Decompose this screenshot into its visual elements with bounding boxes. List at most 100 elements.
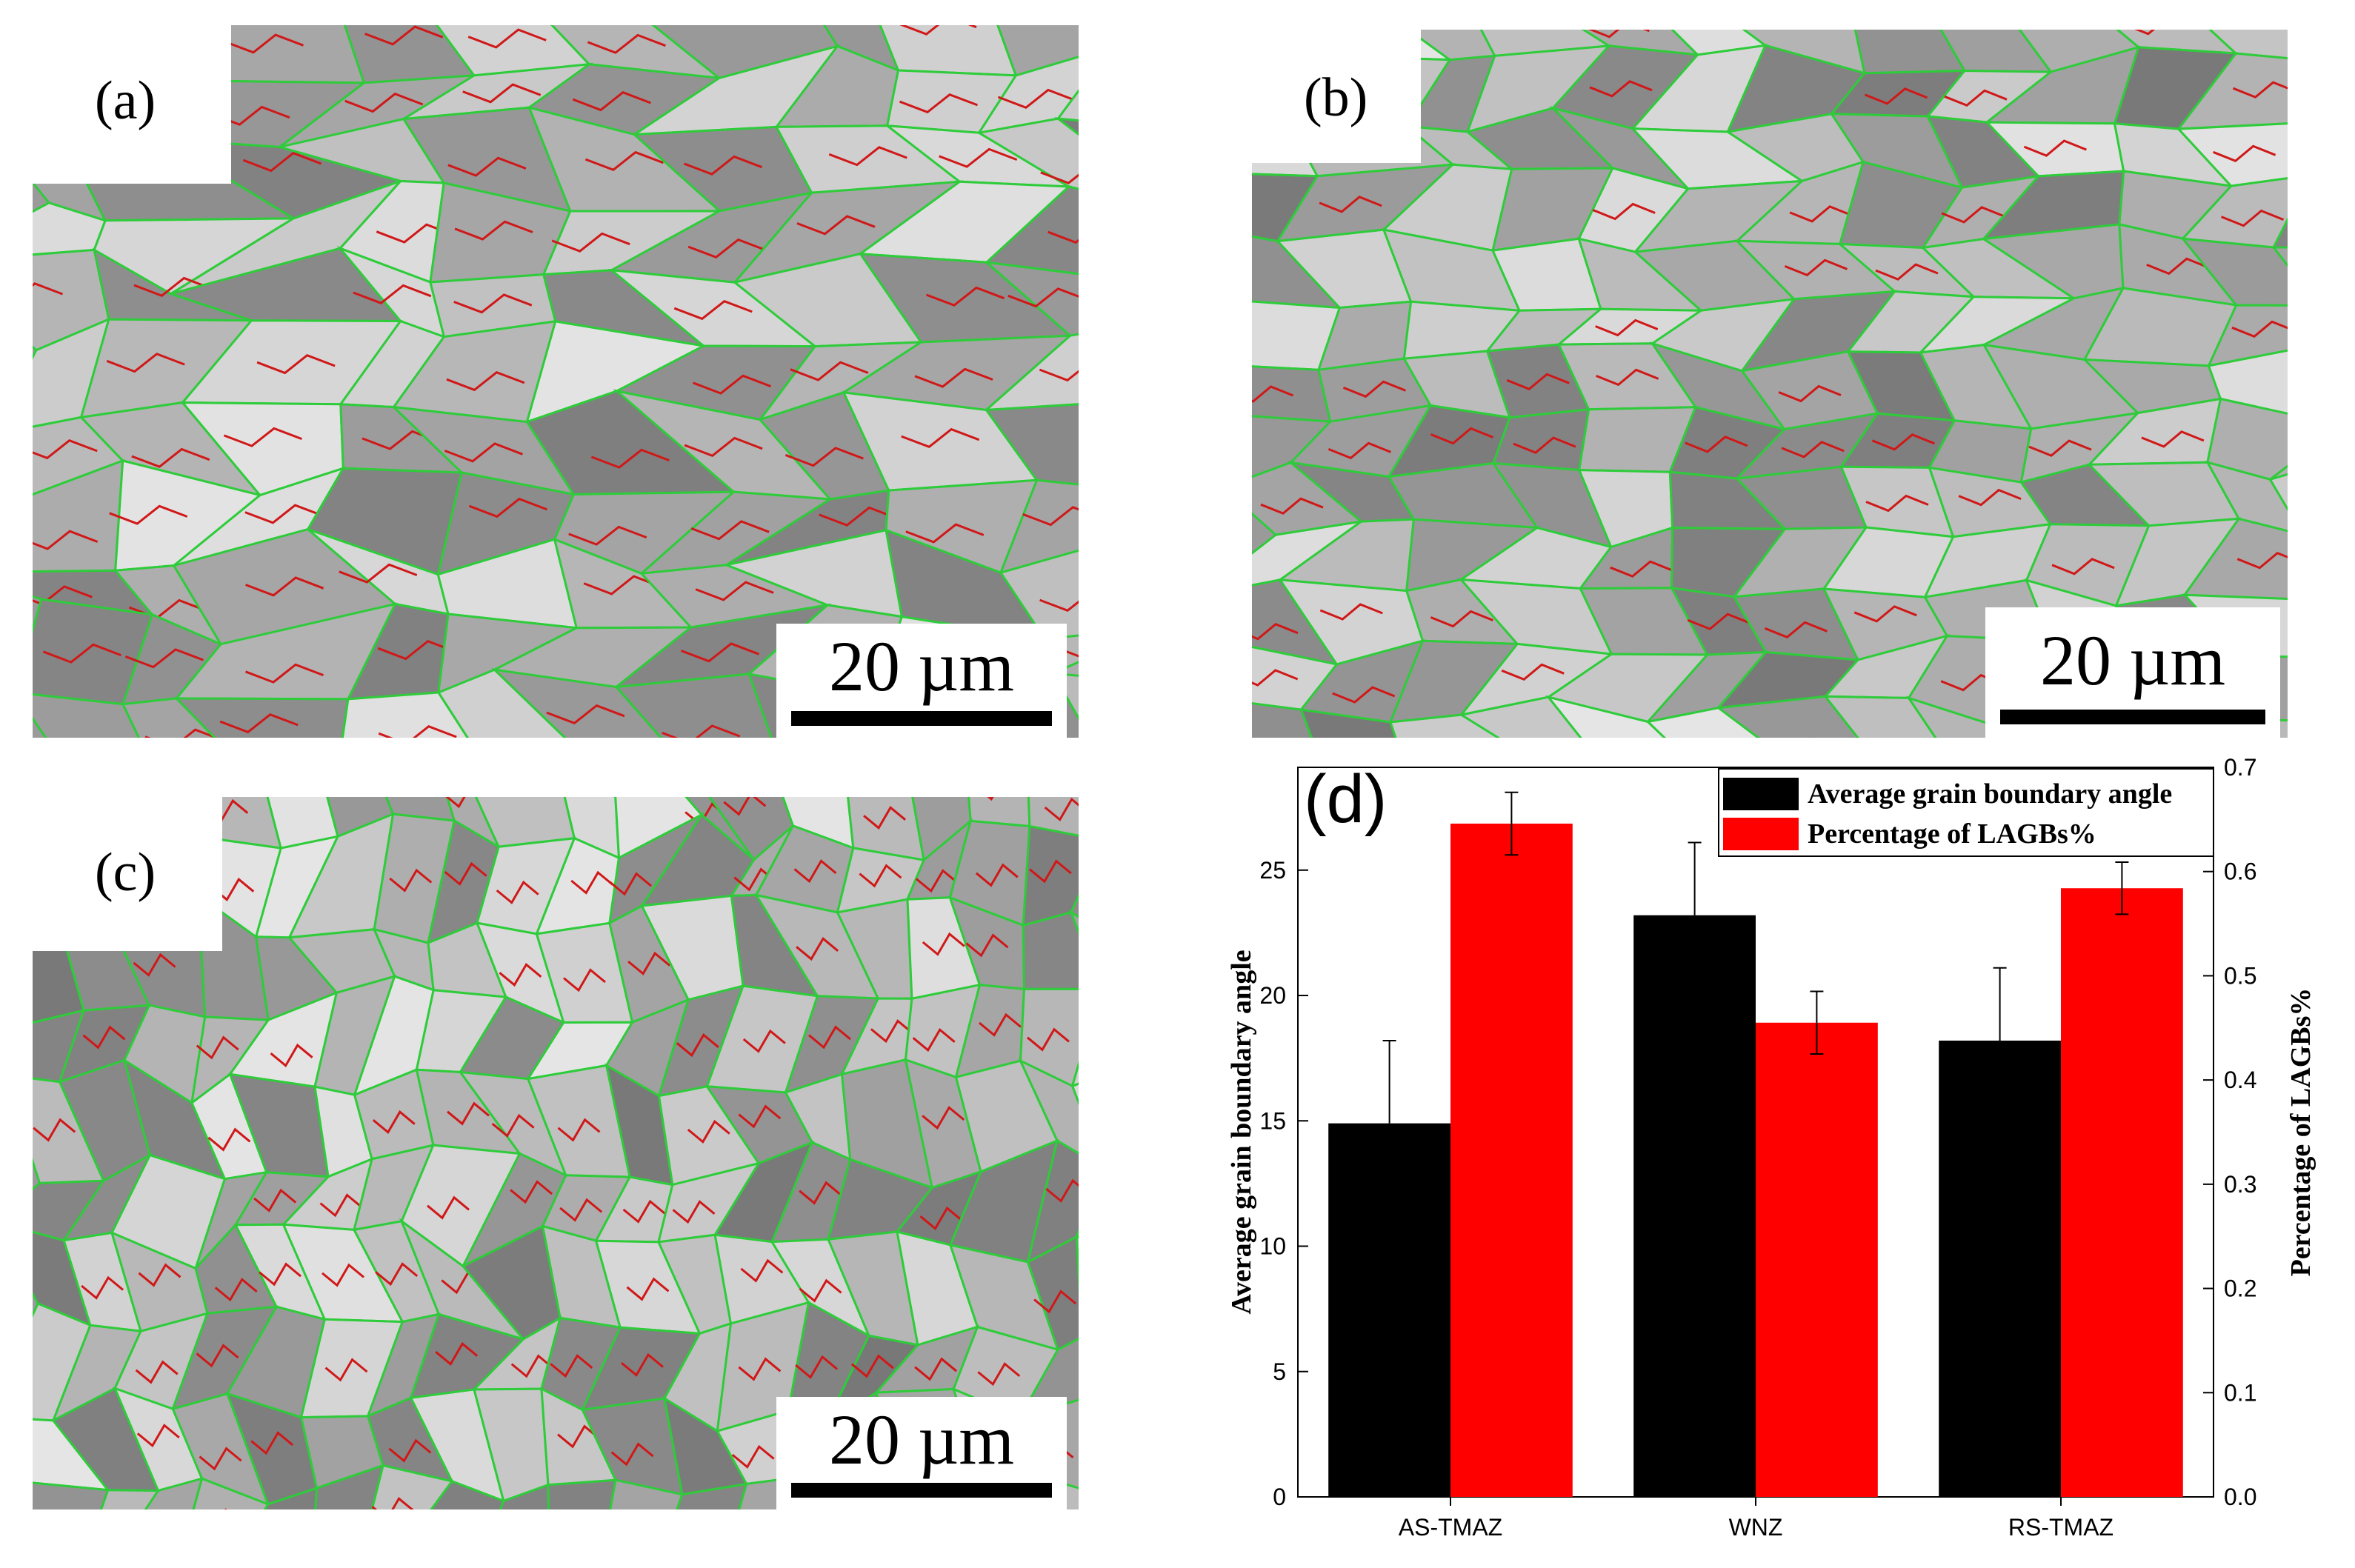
chart-d-svg: 0 5 10 15 20 25 0.0 0.1 0.2 0.3 0.4 0.5 0.6 0.7 AS-TMA… xyxy=(1226,754,2316,1541)
map-a-lagb-segment xyxy=(256,353,336,375)
map-a-lagb-segment xyxy=(454,220,533,241)
map-b-lagb-segment xyxy=(1319,603,1383,621)
map-b-lagb-segment xyxy=(1342,380,1407,398)
map-c-grain xyxy=(99,1489,161,1509)
map-a-lagb-segment xyxy=(680,642,760,663)
map-c-grain xyxy=(609,1478,684,1509)
map-c-grain xyxy=(33,1481,110,1509)
map-a-lagb-segment xyxy=(939,147,1018,168)
bar-lagb-rs-tmaz xyxy=(2061,888,2183,1497)
map-a-lagb-segment xyxy=(467,28,547,49)
map-c-lagb-segment xyxy=(324,1358,368,1382)
map-c-lagb-segment xyxy=(491,1113,535,1138)
map-a-lagb-segment xyxy=(353,284,432,305)
legend-label: Average grain boundary angle xyxy=(1808,778,2172,810)
map-b-lagb-segment xyxy=(1789,205,1853,223)
map-b-lagb-segment xyxy=(1958,488,2022,507)
map-c-lagb-segment xyxy=(687,1119,730,1144)
map-a-lagb-segment xyxy=(124,648,204,669)
panel-label-c: (c) xyxy=(33,797,222,951)
map-b-lagb-segment xyxy=(1685,436,1748,453)
map-c-lagb-segment xyxy=(81,1275,124,1300)
map-b-lagb-segment xyxy=(1865,494,1929,513)
map-a-grain xyxy=(33,693,141,738)
map-b-lagb-segment xyxy=(1328,441,1391,460)
bar-lagb-as-tmaz xyxy=(1450,823,1573,1497)
map-a-lagb-segment xyxy=(33,438,98,460)
map-b-lagb-segment xyxy=(1592,202,1656,221)
map-c-grain xyxy=(499,1483,550,1509)
map-a-lagb-segment xyxy=(468,497,547,518)
map-a-lagb-segment xyxy=(1040,171,1079,184)
map-c-lagb-segment xyxy=(375,1262,419,1287)
map-c-lagb-segment xyxy=(1045,1178,1079,1203)
panel-label-d: (d) xyxy=(1304,761,1387,837)
map-a-lagb-segment xyxy=(364,25,444,46)
map-a-lagb-segment xyxy=(33,530,99,550)
map-b-lagb-segment xyxy=(1764,621,1828,639)
map-b-lagb-segment xyxy=(1864,87,1928,105)
map-a-lagb-segment xyxy=(244,663,324,684)
map-c-lagb-segment xyxy=(138,1263,181,1287)
panel-label-a: (a) xyxy=(33,25,231,184)
map-c-lagb-segment xyxy=(389,868,433,893)
legend: Average grain boundary angle Percentage o… xyxy=(1718,768,2214,857)
map-a-lagb-segment xyxy=(899,93,979,114)
map-c-lagb-segment xyxy=(808,1025,851,1050)
map-c-lagb-segment xyxy=(676,1033,719,1058)
y2-tick-label: 0.2 xyxy=(2224,1275,2256,1302)
map-a-grain xyxy=(999,549,1079,641)
map-c-lagb-segment xyxy=(850,1354,894,1378)
map-c-lagb-segment xyxy=(870,1019,913,1044)
map-a-grain xyxy=(121,697,216,738)
map-a-lagb-segment xyxy=(690,520,770,541)
map-a-lagb-segment xyxy=(245,576,324,597)
map-b-grain xyxy=(1645,707,1760,738)
map-c-lagb-segment xyxy=(738,1357,782,1381)
map-c-lagb-segment xyxy=(427,1195,470,1220)
y2-tick-label: 0.0 xyxy=(2224,1484,2256,1510)
map-a-lagb-segment xyxy=(683,155,763,176)
map-a-lagb-segment xyxy=(662,724,741,738)
map-c-lagb-segment xyxy=(499,963,542,987)
map-c-grain xyxy=(430,1480,505,1509)
map-a-lagb-segment xyxy=(1047,230,1079,244)
y-tick-label: 25 xyxy=(1259,857,1286,884)
map-b-lagb-segment xyxy=(1596,368,1659,387)
map-c-grain xyxy=(1022,824,1079,927)
legend-label: Percentage of LAGBs% xyxy=(1808,818,2096,850)
map-c-lagb-segment xyxy=(672,1200,716,1224)
map-b-grain xyxy=(2208,30,2288,60)
map-c-lagb-segment xyxy=(859,864,902,888)
map-b-grain xyxy=(1299,708,1397,738)
map-c-lagb-segment xyxy=(627,951,671,975)
panel-c: (c) 20 µm xyxy=(33,797,1079,1509)
panel-label-b-text: (b) xyxy=(1304,67,1368,128)
map-a-grain xyxy=(436,668,567,738)
legend-box xyxy=(1718,768,2214,857)
map-b-lagb-segment xyxy=(1501,663,1565,681)
map-a-lagb-segment xyxy=(377,639,456,661)
map-c-lagb-segment xyxy=(270,1043,313,1067)
map-c-lagb-segment xyxy=(435,1341,479,1366)
map-b-lagb-segment xyxy=(1944,89,2008,107)
map-b-lagb-segment xyxy=(1430,610,1493,628)
map-a-lagb-segment xyxy=(444,442,523,463)
map-a-lagb-segment xyxy=(339,563,418,584)
legend-swatch xyxy=(1723,778,1799,810)
map-b-lagb-segment xyxy=(2051,558,2115,576)
map-a-grain xyxy=(1054,117,1079,136)
map-a-lagb-segment xyxy=(572,90,651,112)
map-c-lagb-segment xyxy=(622,1199,666,1224)
map-c-lagb-segment xyxy=(799,1181,842,1205)
map-a-lagb-segment xyxy=(42,643,121,664)
map-c-lagb-segment xyxy=(570,870,614,895)
map-b-lagb-segment xyxy=(2232,81,2288,99)
y2-tick-label: 0.6 xyxy=(2224,858,2256,885)
map-a-lagb-segment xyxy=(673,299,753,321)
map-c-lagb-segment xyxy=(626,1277,670,1301)
map-a-grain xyxy=(613,673,773,738)
map-a-grain xyxy=(491,668,663,738)
y-axis-title: Average grain boundary angle xyxy=(1226,950,1257,1314)
map-a-lagb-segment xyxy=(223,427,302,447)
